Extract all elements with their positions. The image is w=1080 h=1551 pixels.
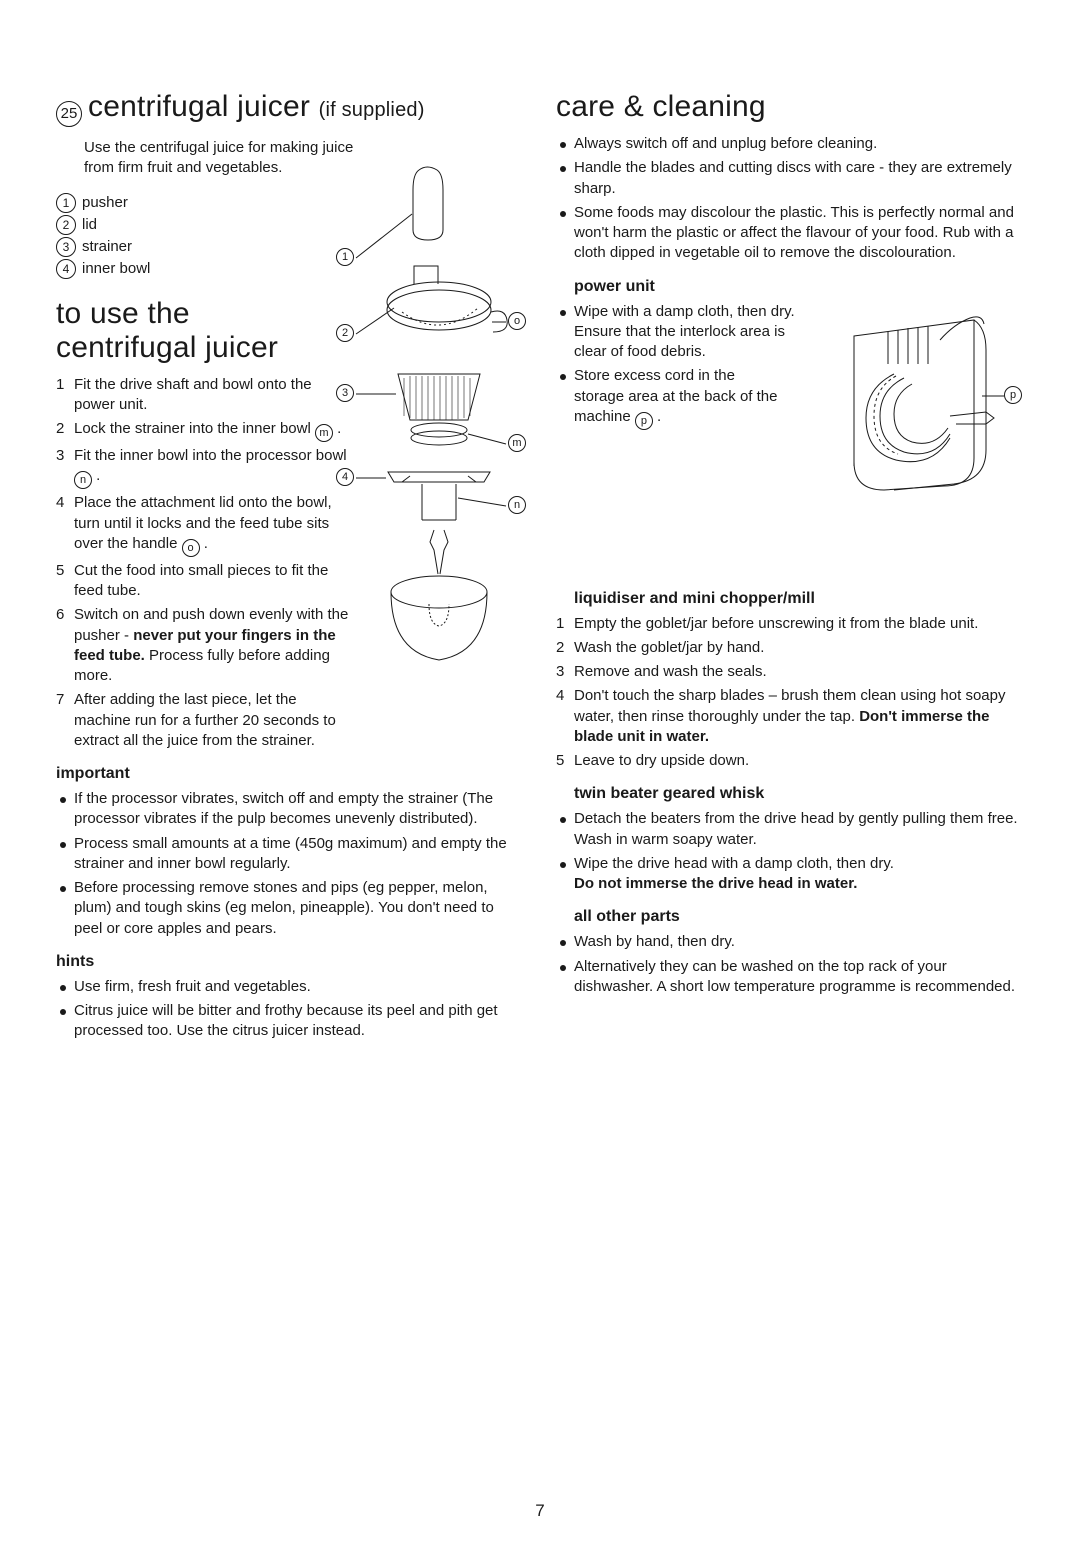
hints-heading: hints [56,953,524,971]
step-num: 1 [56,375,74,416]
part-label: lid [82,216,97,233]
page: 25 centrifugal juicer (if supplied) Use … [56,90,1024,1046]
step-num: 5 [556,751,574,771]
step-text: Place the attachment lid onto the bowl, … [74,493,356,557]
step: 5Leave to dry upside down. [556,751,1024,771]
step: 2Wash the goblet/jar by hand. [556,638,1024,658]
bullet: Before processing remove stones and pips… [56,878,524,939]
juicer-diagram: 1 2 3 4 o m n [334,162,544,682]
diagram-label: 1 [336,248,354,266]
bullet: Always switch off and unplug before clea… [556,134,1024,154]
diagram-label: p [1004,386,1022,404]
use-heading: to use the centrifugal juicer [56,297,326,365]
step: 3Remove and wash the seals. [556,662,1024,682]
other-list: Wash by hand, then dry. Alternatively th… [556,932,1024,997]
diagram-label: 3 [336,384,354,402]
part-label: strainer [82,238,132,255]
step-text: Remove and wash the seals. [574,662,767,682]
care-heading: care & cleaning [556,90,1024,124]
step-num: 2 [556,638,574,658]
whisk-list: Detach the beaters from the drive head b… [556,809,1024,894]
title-text: centrifugal juicer [88,90,310,123]
part-label: inner bowl [82,260,150,277]
step-num: 7 [56,690,74,751]
hints-list: Use firm, fresh fruit and vegetables. Ci… [56,977,524,1042]
page-number: 7 [0,1501,1080,1521]
part-num: 4 [56,259,76,279]
bullet: Alternatively they can be washed on the … [556,957,1024,998]
ref-icon: m [315,424,333,442]
step-num: 2 [56,419,74,442]
right-column: care & cleaning Always switch off and un… [556,90,1024,1046]
power-heading: power unit [574,278,1024,296]
important-heading: important [56,765,524,783]
bullet: Use firm, fresh fruit and vegetables. [56,977,524,997]
step-text: After adding the last piece, let the mac… [74,690,356,751]
step: 2Lock the strainer into the inner bowl m… [56,419,356,442]
step-text: Fit the drive shaft and bowl onto the po… [74,375,356,416]
title-sub: (if supplied) [319,99,425,121]
part-label: pusher [82,194,128,211]
step-num: 1 [556,614,574,634]
diagram-label: n [508,496,526,514]
ref-icon: n [74,471,92,489]
bullet: Wipe with a damp cloth, then dry. Ensure… [556,302,1024,363]
liquidiser-steps: 1Empty the goblet/jar before unscrewing … [556,614,1024,772]
bullet: Detach the beaters from the drive head b… [556,809,1024,850]
step-num: 4 [556,686,574,747]
part-num: 1 [56,193,76,213]
ref-icon: o [182,539,200,557]
part-num: 2 [56,215,76,235]
step-text: Wash the goblet/jar by hand. [574,638,764,658]
step-text: Switch on and push down evenly with the … [74,605,356,686]
step-text: Don't touch the sharp blades – brush the… [574,686,1024,747]
step: 1Empty the goblet/jar before unscrewing … [556,614,1024,634]
steps-list: 1Fit the drive shaft and bowl onto the p… [56,375,356,752]
step-text: Lock the strainer into the inner bowl m … [74,419,341,442]
bullet: Wipe the drive head with a damp cloth, t… [556,854,1024,895]
bullet: Some foods may discolour the plastic. Th… [556,203,1024,264]
section-number: 25 [56,101,82,127]
step: 4Don't touch the sharp blades – brush th… [556,686,1024,747]
section-title: centrifugal juicer (if supplied) [88,90,425,124]
bullet: Process small amounts at a time (450g ma… [56,834,524,875]
bullet: If the processor vibrates, switch off an… [56,789,524,830]
bullet: Wash by hand, then dry. [556,932,1024,952]
care-list: Always switch off and unplug before clea… [556,134,1024,264]
diagram-label: 2 [336,324,354,342]
step-num: 5 [56,561,74,602]
step: 1Fit the drive shaft and bowl onto the p… [56,375,356,416]
step: 5Cut the food into small pieces to fit t… [56,561,356,602]
step: 3Fit the inner bowl into the processor b… [56,446,356,489]
section-header: 25 centrifugal juicer (if supplied) [56,90,524,138]
step-num: 3 [556,662,574,682]
ref-icon: p [635,412,653,430]
step-num: 3 [56,446,74,489]
part-num: 3 [56,237,76,257]
diagram-label: m [508,434,526,452]
bullet: Store excess cord in the storage area at… [556,366,786,430]
step-text: Cut the food into small pieces to fit th… [74,561,356,602]
other-heading: all other parts [574,908,1024,926]
step-text: Leave to dry upside down. [574,751,749,771]
step-text: Fit the inner bowl into the processor bo… [74,446,356,489]
liquidiser-heading: liquidiser and mini chopper/mill [574,590,1024,608]
step-num: 4 [56,493,74,557]
diagram-label: o [508,312,526,330]
diagram-label: 4 [336,468,354,486]
bullet: Citrus juice will be bitter and frothy b… [56,1001,524,1042]
step: 6Switch on and push down evenly with the… [56,605,356,686]
step-num: 6 [56,605,74,686]
important-list: If the processor vibrates, switch off an… [56,789,524,939]
bullet: Handle the blades and cutting discs with… [556,158,1024,199]
step: 4Place the attachment lid onto the bowl,… [56,493,356,557]
step: 7After adding the last piece, let the ma… [56,690,356,751]
left-column: 25 centrifugal juicer (if supplied) Use … [56,90,524,1046]
step-text: Empty the goblet/jar before unscrewing i… [574,614,978,634]
whisk-heading: twin beater geared whisk [574,785,1024,803]
